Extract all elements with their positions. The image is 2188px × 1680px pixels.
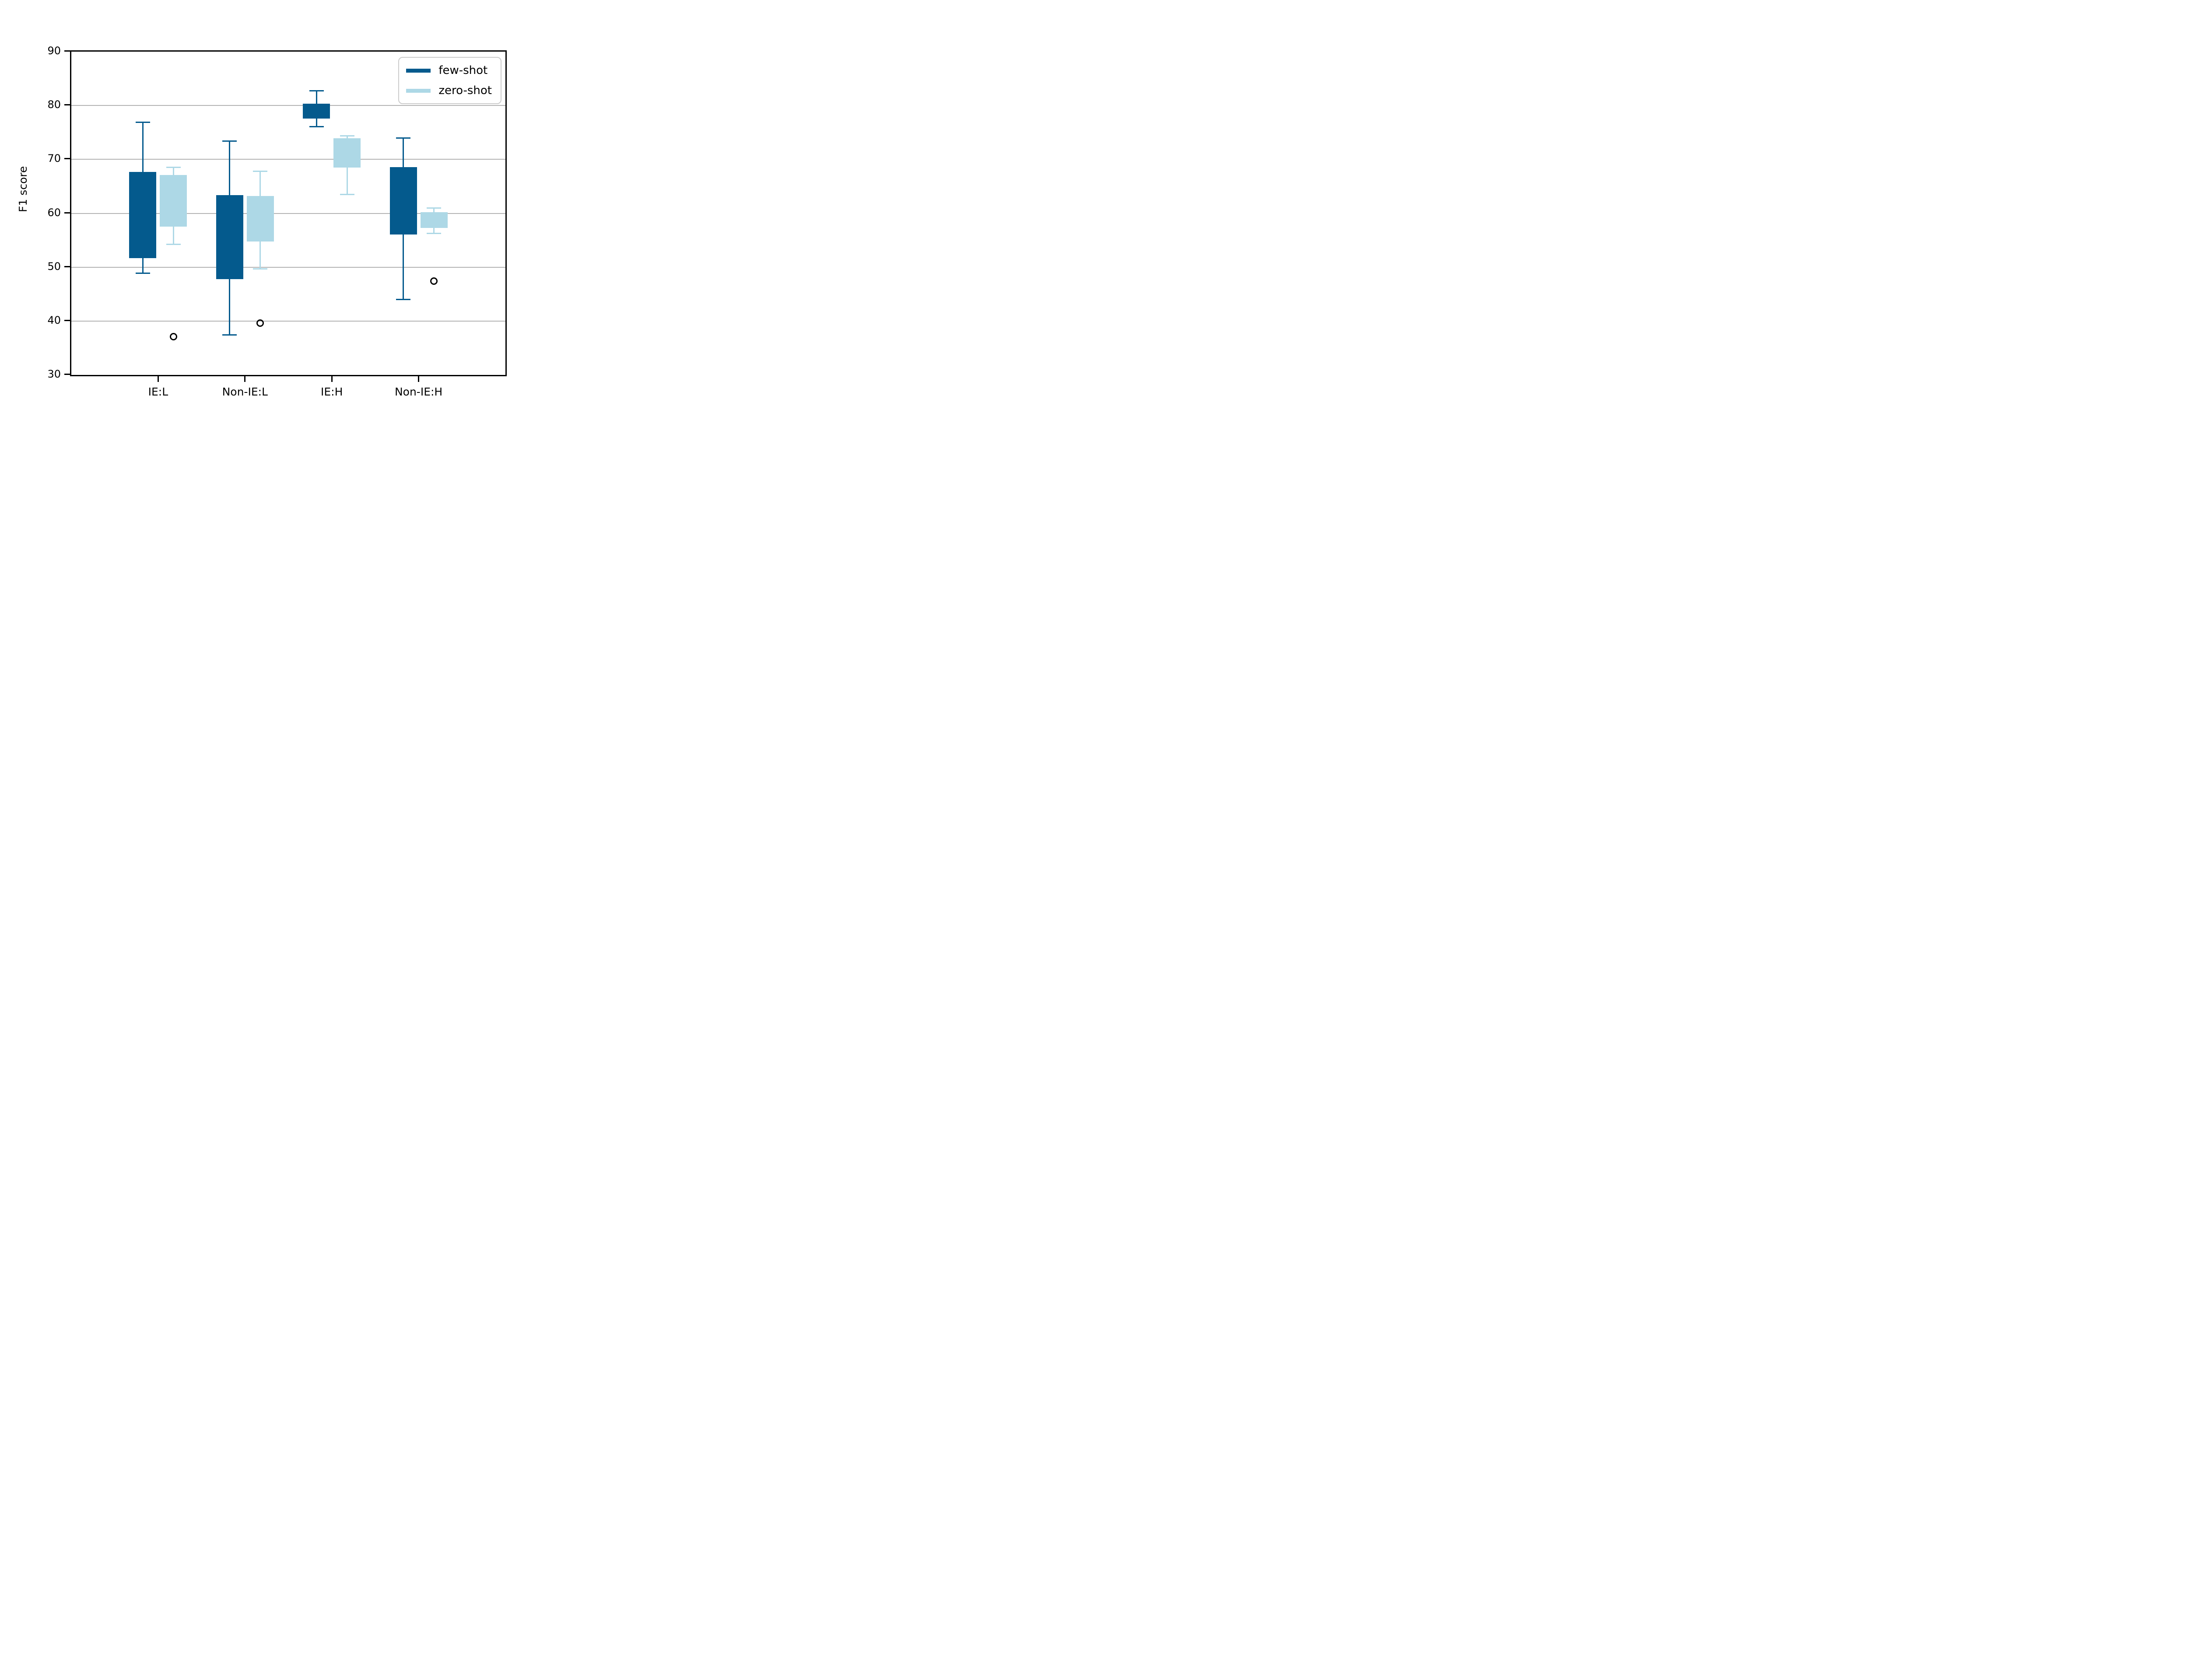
y-tick-mark-80 (64, 104, 70, 106)
y-tick-label-60: 60 (47, 206, 61, 219)
y-tick-label-80: 80 (47, 98, 61, 111)
y-tick-mark-70 (64, 158, 70, 160)
cap-lower-zero-shot-Non-IE:H (427, 232, 442, 234)
cap-upper-few-shot-IE:H (309, 90, 324, 92)
whisker-upper-zero-shot-Non-IE:H (433, 208, 435, 213)
x-tick-label-IE:L: IE:L (148, 385, 168, 398)
whisker-upper-few-shot-IE:H (316, 91, 317, 104)
whisker-upper-few-shot-IE:L (142, 122, 144, 172)
whisker-lower-zero-shot-IE:L (172, 227, 174, 245)
legend: few-shot zero-shot (398, 57, 501, 104)
y-tick-label-50: 50 (47, 260, 61, 273)
box-few-shot-IE:L (129, 172, 157, 258)
y-tick-label-30: 30 (47, 368, 61, 380)
x-tick-label-Non-IE:H: Non-IE:H (394, 385, 443, 398)
outlier-zero-shot-Non-IE:L-39.6 (256, 319, 264, 327)
box-zero-shot-Non-IE:H (420, 212, 448, 228)
gridline-80 (71, 105, 505, 106)
whisker-upper-zero-shot-IE:H (346, 136, 348, 139)
box-few-shot-IE:H (303, 104, 330, 119)
y-tick-mark-90 (64, 50, 70, 52)
x-tick-mark-Non-IE:L (244, 376, 246, 382)
gridline-70 (71, 159, 505, 160)
y-tick-mark-50 (64, 266, 70, 267)
legend-label-few-shot: few-shot (438, 64, 488, 77)
whisker-lower-few-shot-Non-IE:L (229, 279, 231, 335)
legend-entry-zero-shot: zero-shot (406, 84, 492, 97)
x-tick-label-Non-IE:L: Non-IE:L (222, 385, 268, 398)
cap-upper-few-shot-Non-IE:L (222, 140, 237, 142)
cap-lower-zero-shot-IE:L (166, 244, 181, 245)
x-tick-mark-IE:H (331, 376, 333, 382)
whisker-lower-zero-shot-IE:H (346, 167, 348, 195)
cap-lower-few-shot-IE:L (135, 272, 150, 274)
y-tick-label-40: 40 (47, 314, 61, 326)
cap-upper-zero-shot-Non-IE:H (427, 207, 442, 209)
cap-lower-few-shot-Non-IE:L (222, 334, 237, 336)
gridline-60 (71, 213, 505, 214)
box-zero-shot-IE:L (160, 175, 187, 227)
legend-entry-few-shot: few-shot (406, 64, 492, 77)
whisker-lower-few-shot-IE:H (316, 118, 317, 127)
cap-upper-zero-shot-Non-IE:L (253, 170, 268, 172)
outlier-zero-shot-IE:L-37.1 (169, 333, 177, 341)
box-few-shot-Non-IE:H (389, 167, 417, 234)
zero-shot-color-swatch (406, 88, 431, 93)
cap-lower-few-shot-IE:H (309, 126, 324, 127)
y-tick-mark-60 (64, 212, 70, 214)
legend-label-zero-shot: zero-shot (438, 84, 492, 97)
gridline-40 (71, 320, 505, 322)
whisker-lower-zero-shot-Non-IE:L (259, 241, 261, 269)
y-tick-label-70: 70 (47, 152, 61, 165)
cap-upper-zero-shot-IE:L (166, 167, 181, 168)
boxplot-figure: F1 score 30 40 50 60 70 80 90 few-shot zero-sh… (0, 0, 560, 420)
whisker-upper-few-shot-Non-IE:H (403, 138, 404, 167)
y-tick-mark-30 (64, 374, 70, 375)
whisker-upper-zero-shot-IE:L (172, 167, 174, 175)
cap-upper-few-shot-Non-IE:H (396, 137, 411, 139)
box-zero-shot-Non-IE:L (246, 196, 274, 242)
plot-area: few-shot zero-shot (70, 50, 507, 376)
whisker-lower-few-shot-Non-IE:H (403, 234, 404, 300)
gridline-50 (71, 266, 505, 268)
few-shot-color-swatch (406, 68, 431, 73)
outlier-zero-shot-Non-IE:H-47.4 (430, 277, 438, 285)
cap-lower-few-shot-Non-IE:H (396, 299, 411, 301)
y-axis-label: F1 score (17, 166, 29, 212)
box-zero-shot-IE:H (333, 138, 361, 168)
cap-lower-zero-shot-Non-IE:L (253, 268, 268, 270)
cap-lower-zero-shot-IE:H (340, 193, 354, 195)
whisker-lower-few-shot-IE:L (142, 258, 144, 273)
whisker-upper-few-shot-Non-IE:L (229, 141, 231, 195)
cap-upper-zero-shot-IE:H (340, 135, 354, 136)
x-tick-mark-IE:L (157, 376, 159, 382)
cap-upper-few-shot-IE:L (135, 121, 150, 123)
whisker-lower-zero-shot-Non-IE:H (433, 228, 435, 234)
y-tick-label-90: 90 (47, 45, 61, 57)
x-tick-mark-Non-IE:H (418, 376, 420, 382)
y-tick-mark-40 (64, 319, 70, 321)
whisker-upper-zero-shot-Non-IE:L (259, 171, 261, 196)
box-few-shot-Non-IE:L (216, 195, 243, 279)
x-tick-label-IE:H: IE:H (320, 385, 343, 398)
